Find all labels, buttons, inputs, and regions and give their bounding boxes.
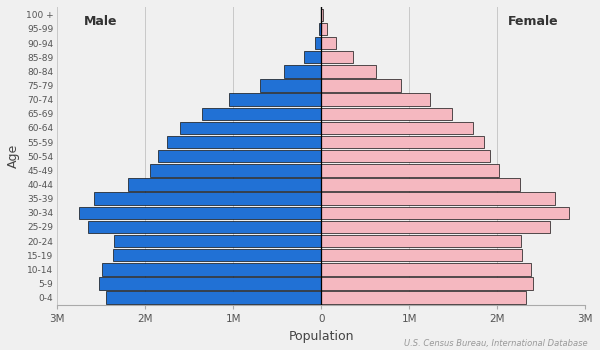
Bar xyxy=(321,107,452,120)
Bar xyxy=(304,51,321,63)
Bar xyxy=(115,235,321,247)
Bar xyxy=(149,164,321,177)
Bar xyxy=(321,178,520,191)
Y-axis label: Age: Age xyxy=(7,144,20,168)
Bar xyxy=(106,292,321,304)
Bar xyxy=(321,136,484,148)
Bar xyxy=(321,51,353,63)
Bar xyxy=(202,107,321,120)
Bar xyxy=(321,23,326,35)
Bar xyxy=(321,37,336,49)
Bar xyxy=(321,65,376,78)
Bar xyxy=(229,93,321,106)
Bar xyxy=(321,235,521,247)
Bar xyxy=(98,277,321,290)
Bar xyxy=(321,150,490,162)
Bar xyxy=(167,136,321,148)
Bar xyxy=(94,193,321,205)
Bar xyxy=(102,263,321,275)
Bar xyxy=(158,150,321,162)
Bar xyxy=(128,178,321,191)
Bar xyxy=(321,249,522,261)
Bar xyxy=(260,79,321,92)
Bar xyxy=(321,221,550,233)
Bar xyxy=(314,37,321,49)
Bar xyxy=(321,263,531,275)
Bar xyxy=(284,65,321,78)
Bar xyxy=(321,79,401,92)
Bar xyxy=(321,292,526,304)
Bar xyxy=(321,277,533,290)
Text: Male: Male xyxy=(83,15,117,28)
Bar xyxy=(321,93,430,106)
Bar xyxy=(321,206,569,219)
Bar xyxy=(181,122,321,134)
Text: U.S. Census Bureau, International Database: U.S. Census Bureau, International Databa… xyxy=(404,339,588,348)
Bar xyxy=(319,23,321,35)
Text: Female: Female xyxy=(508,15,559,28)
X-axis label: Population: Population xyxy=(289,330,354,343)
Bar xyxy=(79,206,321,219)
Bar xyxy=(321,122,473,134)
Bar xyxy=(113,249,321,261)
Bar xyxy=(88,221,321,233)
Bar xyxy=(321,8,323,21)
Bar xyxy=(321,164,499,177)
Bar xyxy=(321,193,556,205)
